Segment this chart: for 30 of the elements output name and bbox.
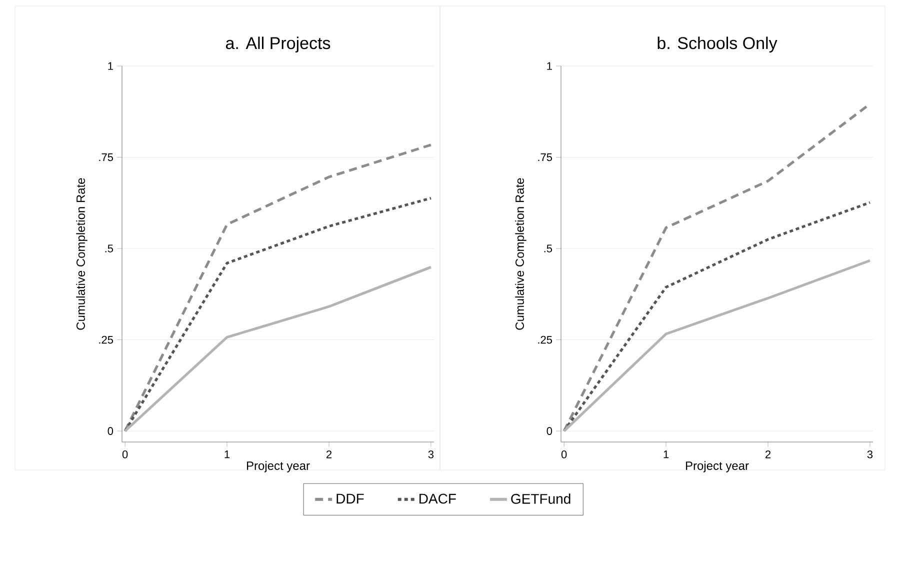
y-tick-label: 1 [547,62,552,70]
y-tick-label: 0 [546,427,552,435]
x-tick-label: 3 [867,450,873,458]
x-tick-label: 2 [326,450,332,458]
y-tick-label: .5 [105,244,114,252]
y-tick-label: 1 [108,62,113,70]
y-tick-label: 0 [108,427,114,435]
y-tick-label: .75 [538,153,552,162]
x-tick-label: 0 [561,450,567,458]
x-tick-label: 0 [122,450,128,458]
x-tick-label: 1 [664,450,669,458]
legend-label: DACF [420,494,456,504]
x-axis-title: Project year [686,461,749,472]
y-tick-label: .5 [544,244,552,252]
legend-label: DDF [336,494,364,504]
y-tick-label: .25 [99,336,114,344]
y-tick-label: .75 [99,153,114,162]
line-series [124,266,432,432]
y-axis-title: Cumulative Completion Rate [76,178,88,330]
y-tick-label: .25 [538,336,552,344]
chart-title: a. All Projects [226,36,330,52]
line-series [124,144,432,432]
legend-label: GETFund [511,494,570,504]
line-series [562,259,872,432]
x-axis-title: Project year [246,461,310,472]
x-tick-label: 1 [224,450,230,458]
y-axis-title: Cumulative Completion Rate [515,178,526,330]
x-tick-label: 3 [428,450,434,458]
x-tick-label: 2 [765,450,770,458]
chart-title: b. Schools Only [658,36,778,52]
